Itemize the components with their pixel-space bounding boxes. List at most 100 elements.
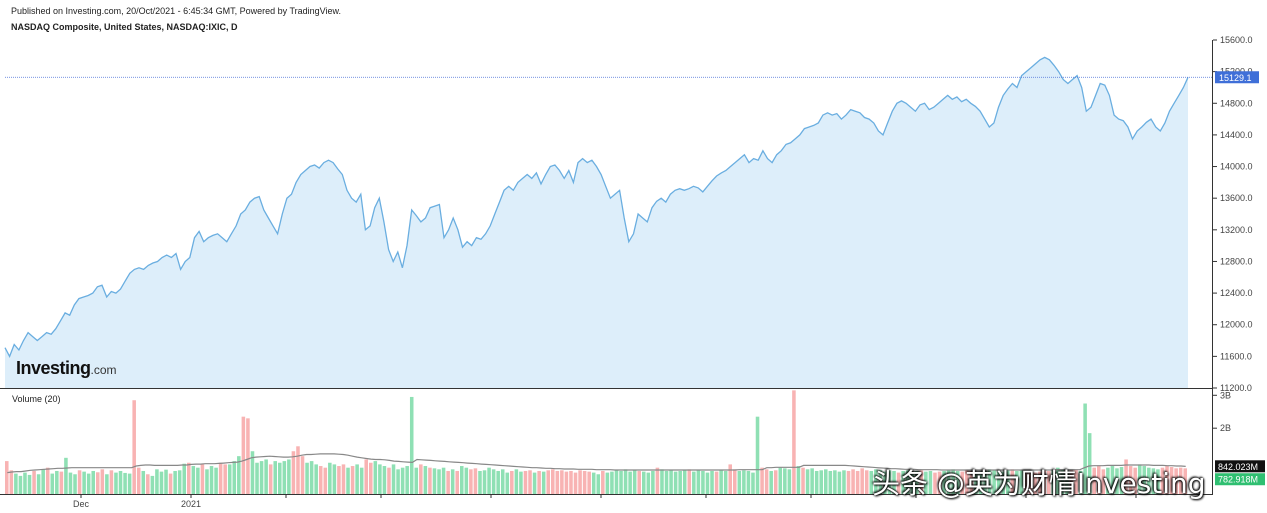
volume-bar [1101, 469, 1106, 494]
volume-bar [1115, 468, 1119, 494]
volume-bar [896, 472, 901, 494]
volume-bar [359, 467, 364, 494]
volume-bar [682, 470, 687, 494]
volume-bar [1083, 403, 1087, 494]
volume-bar [969, 470, 974, 494]
volume-bar [159, 471, 164, 494]
volume-bar [978, 471, 983, 494]
volume-bar [469, 469, 473, 494]
volume-bar [960, 471, 965, 494]
price-tick-label: 12800.0 [1220, 256, 1253, 266]
volume-bar [1010, 469, 1015, 494]
volume-bar [751, 472, 755, 494]
price-tick-label: 12000.0 [1220, 320, 1253, 330]
volume-bar [573, 472, 578, 494]
volume-bar [164, 469, 168, 494]
volume-bar [450, 469, 455, 494]
volume-bar [64, 457, 68, 494]
volume-bar [496, 470, 500, 494]
volume-chart [5, 390, 1187, 494]
volume-bar [614, 470, 619, 494]
volume-bar [942, 470, 946, 494]
price-line [4, 56, 1189, 358]
volume-bar [1156, 469, 1160, 494]
volume-bar [587, 471, 591, 494]
volume-ma-line [7, 453, 1186, 474]
volume-bar [100, 469, 105, 494]
logo-suffix: .com [90, 363, 117, 377]
volume-bar [318, 466, 323, 494]
volume-bar [41, 469, 45, 494]
volume-bar [855, 470, 860, 494]
volume-bar [482, 470, 487, 494]
volume-bar [309, 461, 314, 494]
volume-bar [341, 464, 346, 494]
volume-bar [746, 470, 751, 494]
volume-bar [915, 470, 919, 494]
volume-bar [596, 474, 601, 494]
volume-bar [1087, 433, 1092, 494]
volume-bar [951, 469, 955, 494]
volume-bar [883, 471, 887, 494]
volume-bar [905, 470, 910, 494]
volume-bar [705, 472, 710, 494]
volume-bar [655, 467, 660, 494]
volume-bar [678, 470, 682, 494]
volume-bar [537, 470, 541, 494]
volume-bar [528, 470, 532, 494]
volume-bar [632, 470, 637, 494]
volume-bar [1065, 470, 1069, 494]
volume-bar [241, 416, 246, 494]
volume-bar [801, 467, 805, 494]
volume-bar [696, 470, 701, 494]
volume-bar [109, 470, 114, 494]
volume-bar [860, 468, 864, 494]
volume-bar [582, 470, 587, 494]
volume-bar [423, 466, 428, 494]
volume-bar [273, 461, 277, 494]
volume-bar [846, 470, 851, 494]
volume-bar [555, 470, 560, 494]
volume-bar [814, 470, 819, 494]
volume-bar [523, 470, 528, 494]
price-tick-label: 13600.0 [1220, 193, 1253, 203]
price-tick-label: 14000.0 [1220, 162, 1253, 172]
volume-bar [560, 470, 564, 494]
volume-bar [173, 470, 177, 494]
investing-logo: Investing.com [16, 358, 117, 379]
volume-bar [1069, 470, 1074, 494]
volume-bar [1142, 466, 1147, 494]
chart-frame [0, 40, 1213, 495]
volume-bar [1124, 459, 1128, 494]
volume-bar [837, 471, 842, 494]
volume-bar [714, 471, 719, 494]
volume-bar [919, 470, 924, 494]
volume-bar [628, 471, 632, 494]
volume-bar [992, 470, 996, 494]
volume-bar [378, 464, 382, 494]
volume-bar [250, 451, 255, 494]
volume-ma-label: 842.023M [1218, 462, 1258, 472]
volume-bar [141, 470, 146, 494]
volume-bar [1178, 467, 1183, 494]
volume-bar [146, 474, 150, 494]
volume-bar [323, 467, 328, 494]
volume-bar [510, 470, 514, 494]
volume-bar [933, 472, 937, 494]
volume-bar [255, 462, 259, 494]
volume-bar [428, 467, 432, 494]
volume-bar [23, 472, 27, 494]
volume-bar [364, 459, 368, 494]
volume-bar [123, 472, 127, 494]
volume-bar [1078, 470, 1083, 494]
volume-bar [314, 464, 318, 494]
volume-bar [369, 462, 373, 494]
volume-bar [651, 470, 655, 494]
volume-bar [400, 467, 405, 494]
volume-bar [218, 462, 223, 494]
volume-bar [601, 470, 605, 494]
volume-bar [669, 470, 673, 494]
volume-bar [68, 472, 73, 494]
logo-brand: Investing [16, 358, 91, 378]
